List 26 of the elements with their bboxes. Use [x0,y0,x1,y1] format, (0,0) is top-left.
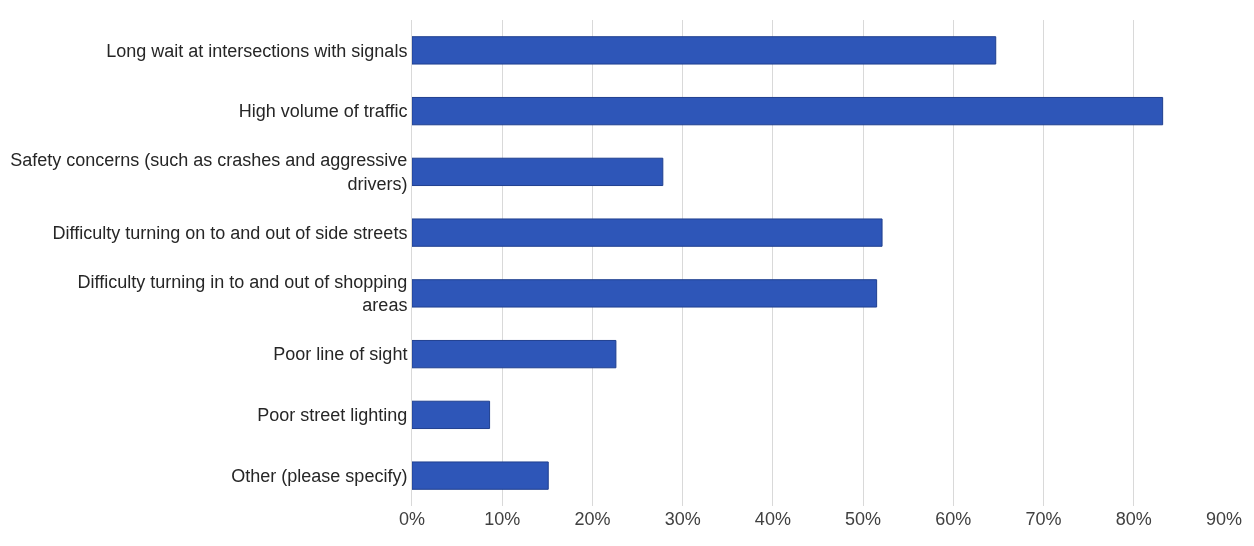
bar [412,279,878,308]
y-tick-label: Difficulty turning in to and out of shopping areas [77,271,408,316]
y-tick-label: Safety concerns (such as crashes and aggressive drivers) [10,150,408,194]
x-tick-label: 70% [1025,509,1062,529]
x-tick-label: 10% [484,509,521,529]
x-tick-label: 50% [845,509,882,529]
bar [412,461,549,490]
x-tick-label: 60% [935,509,972,529]
bar [412,218,883,247]
x-tick-label: 40% [754,509,791,529]
y-tick-label: Poor street lighting [257,405,408,426]
y-tick-label: High volume of traffic [238,101,408,122]
y-tick-label: Poor line of sight [273,344,408,365]
x-tick-label: 30% [664,509,701,529]
x-tick-label: 80% [1115,509,1152,529]
y-tick-label: Other (please specify) [231,465,408,486]
bar [412,96,1164,126]
bar [412,157,664,187]
y-tick-label: Difficulty turning on to and out of side streets [52,222,408,243]
bar [412,339,617,369]
x-tick-label: 90% [1205,509,1243,529]
bar [412,36,997,65]
y-tick-label: Long wait at intersections with signals [106,40,408,61]
x-tick-label: 0% [398,509,426,529]
bar [412,400,491,430]
x-tick-label: 20% [574,509,611,529]
